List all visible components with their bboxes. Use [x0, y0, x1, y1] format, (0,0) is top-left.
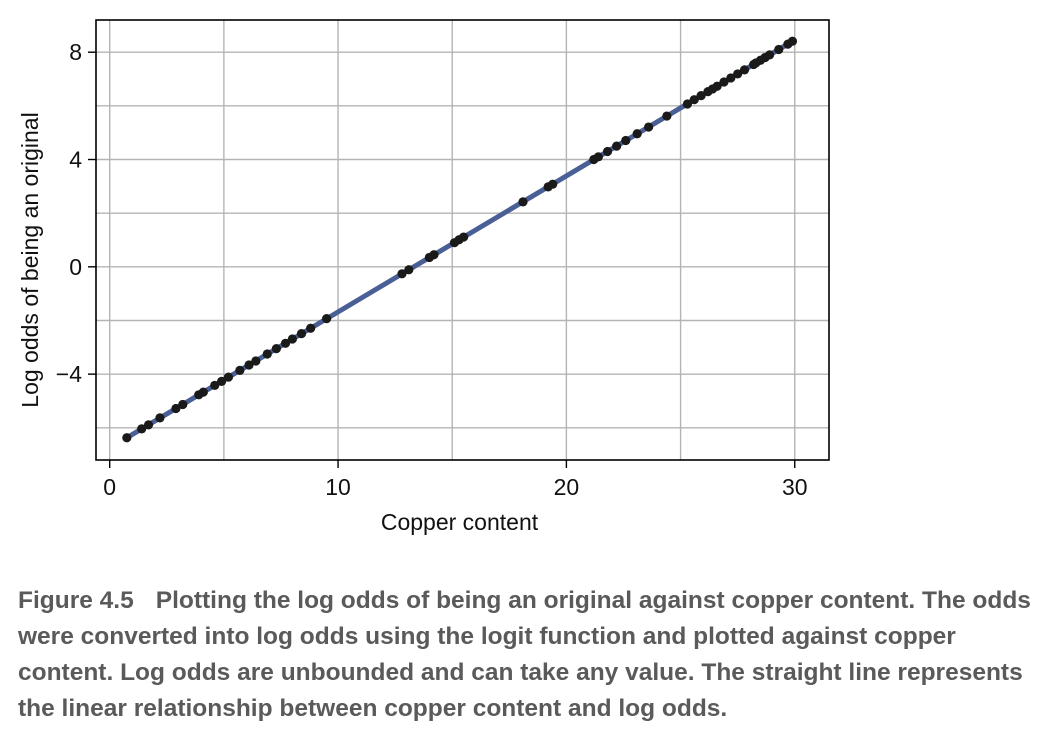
y-tick-label: 0: [69, 254, 82, 280]
data-point: [429, 250, 439, 260]
data-point: [765, 50, 775, 60]
x-tick-label: 0: [103, 474, 116, 500]
data-point: [280, 338, 291, 348]
data-point: [689, 95, 699, 105]
plot-frame: [95, 19, 830, 461]
data-point: [787, 36, 798, 46]
data-point: [644, 122, 654, 132]
data-point: [632, 129, 642, 139]
figure-number: Figure 4.5: [18, 587, 134, 614]
data-point: [322, 314, 332, 324]
data-point: [518, 197, 528, 207]
data-point: [171, 403, 181, 414]
data-point: [712, 81, 722, 91]
data-point: [296, 329, 307, 339]
data-point: [459, 232, 469, 242]
data-point: [155, 413, 165, 423]
y-tick-label: 4: [69, 147, 82, 173]
data-point: [223, 372, 234, 382]
data-point: [271, 344, 281, 354]
data-point: [774, 44, 784, 55]
data-point: [404, 265, 414, 275]
data-point: [262, 349, 272, 359]
data-point: [397, 269, 407, 279]
data-point: [612, 141, 622, 151]
data-point: [719, 77, 729, 87]
data-point: [548, 179, 558, 189]
x-tick-label: 30: [782, 474, 808, 500]
data-point: [696, 91, 706, 101]
data-point: [662, 111, 672, 121]
figure-caption: Figure 4.5 Plotting the log odds of being…: [18, 583, 1048, 727]
scatter-plot: 0 10 20 30 −4 0 4 8 Copper content Log odds of be…: [17, 19, 830, 535]
data-point: [306, 323, 316, 333]
data-point: [682, 99, 693, 109]
data-point: [137, 424, 147, 434]
y-tick-label: −4: [56, 361, 82, 387]
data-point: [198, 387, 208, 397]
data-point: [739, 65, 750, 75]
data-point: [593, 152, 603, 162]
x-tick-label: 20: [554, 474, 580, 500]
data-point: [726, 73, 736, 83]
data-point: [251, 356, 261, 366]
data-point: [235, 365, 245, 375]
data-point: [178, 399, 188, 410]
data-point: [602, 146, 613, 157]
y-axis-title: Log odds of being an original: [17, 112, 43, 407]
x-axis-title: Copper content: [381, 509, 539, 535]
data-point: [122, 433, 132, 443]
x-tick-label: 10: [325, 474, 351, 500]
data-point: [621, 135, 631, 146]
data-point: [210, 380, 220, 391]
data-point: [216, 376, 227, 386]
data-point: [733, 69, 743, 79]
data-point: [143, 420, 154, 430]
y-tick-label: 8: [69, 39, 82, 65]
data-point: [244, 360, 254, 370]
caption-text: Plotting the log odds of being an origin…: [18, 587, 1031, 722]
data-point: [287, 334, 297, 344]
